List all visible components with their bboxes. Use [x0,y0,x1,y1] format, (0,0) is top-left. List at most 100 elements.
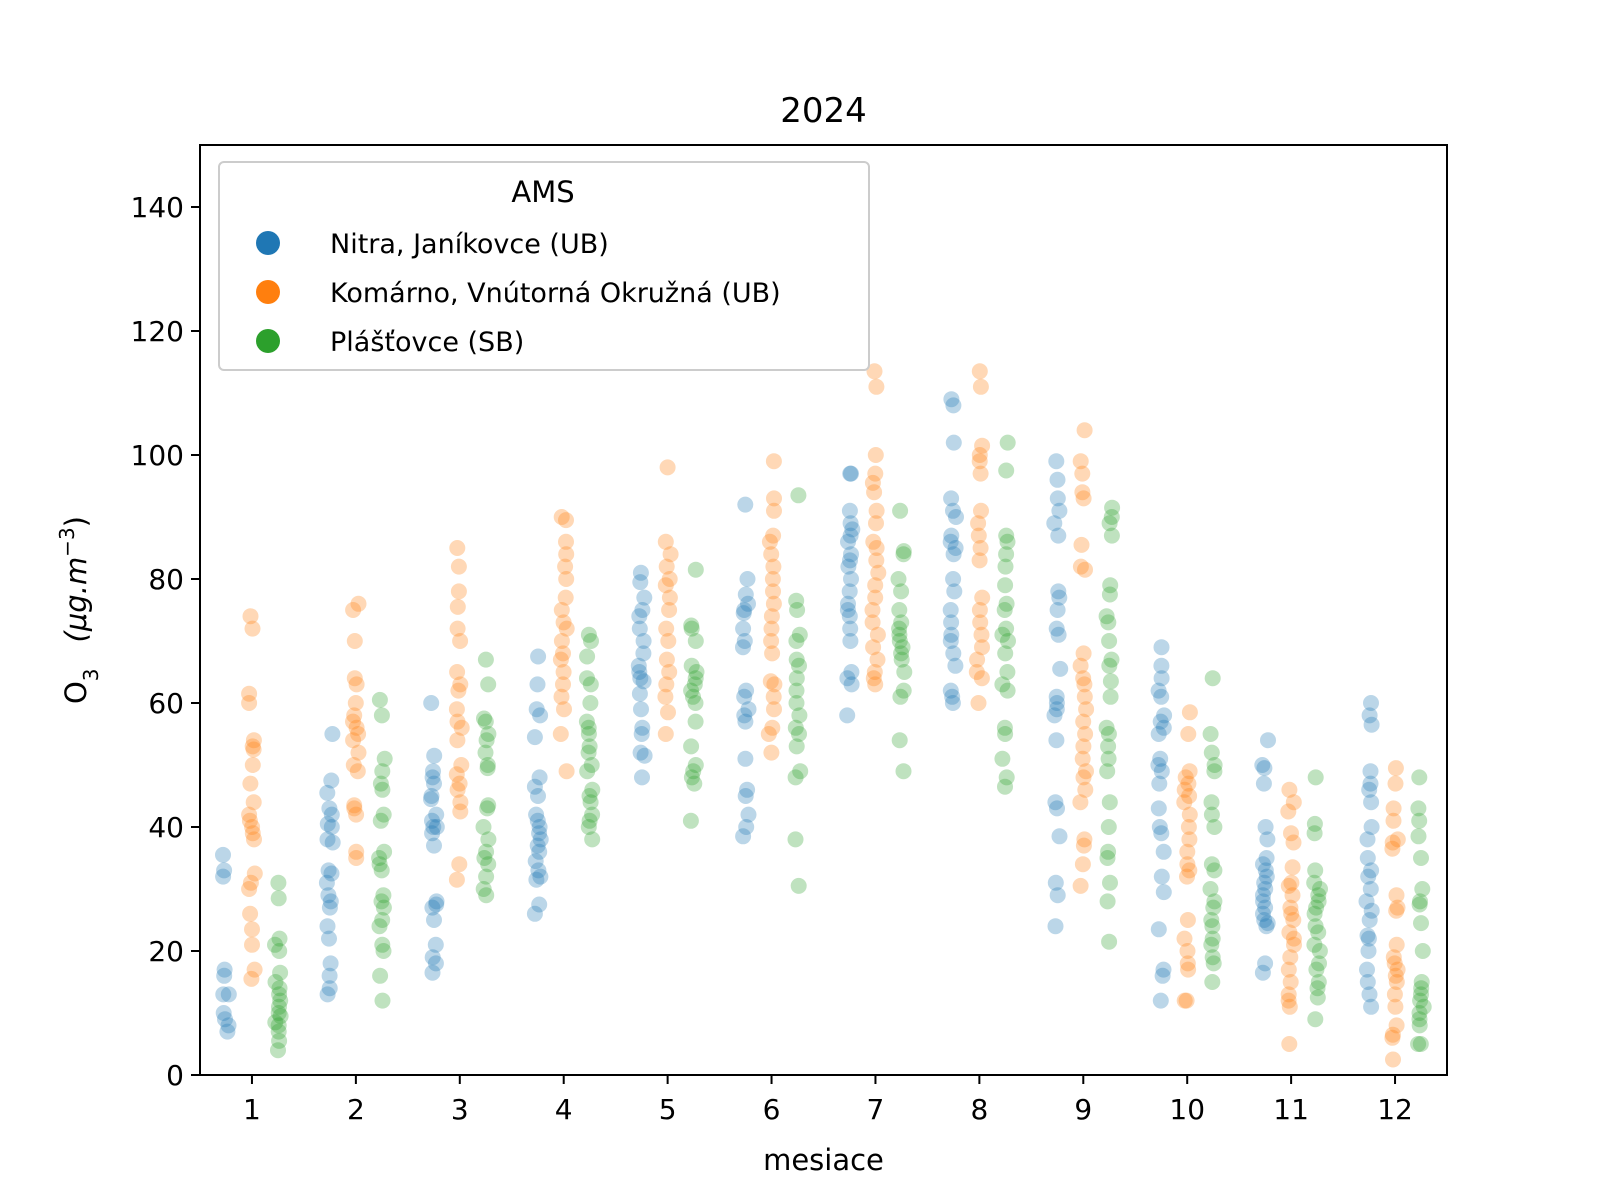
data-point [1412,992,1429,1009]
data-point [319,918,336,935]
data-point [1206,819,1223,835]
data-point [1362,881,1379,897]
data-point [687,757,704,773]
data-point [246,831,262,848]
data-point [1387,967,1404,984]
data-point [842,465,859,482]
data-point [632,574,649,591]
data-point [1410,1036,1427,1052]
data-point [1359,831,1376,848]
data-point [557,589,574,606]
data-point [737,496,754,513]
data-point [1153,825,1170,842]
data-point [531,825,548,842]
data-point [1104,499,1121,516]
data-point [763,744,780,761]
data-point [1077,726,1094,742]
data-point [788,592,805,609]
data-point [632,670,649,687]
data-point [270,874,287,891]
data-point [245,794,262,811]
data-point [788,670,805,687]
data-point [636,747,653,764]
data-point [271,998,287,1015]
data-point [1413,974,1430,990]
data-point [1361,912,1378,928]
data-point [583,633,599,649]
data-point [526,729,543,746]
data-point [1281,1036,1298,1052]
data-point [1255,856,1271,873]
data-point [324,834,341,851]
data-point [891,626,908,643]
data-point [1072,877,1089,894]
data-point [843,465,859,482]
data-point [632,564,649,581]
data-point [241,695,258,711]
data-point [1413,980,1430,997]
data-point [737,713,754,730]
data-point [765,688,782,705]
data-point [348,676,365,693]
data-point [766,676,783,693]
data-point [994,626,1011,643]
data-point [997,558,1014,575]
data-point [1254,964,1271,981]
data-point [841,502,858,519]
data-point [972,540,989,556]
data-point [348,850,365,866]
data-point [267,1014,284,1031]
data-point [764,719,781,736]
data-point [765,453,782,470]
data-point [1257,899,1274,916]
data-point [532,868,549,885]
data-point [479,760,496,777]
data-point [973,626,990,643]
y-axis-title: O3 (μg.m−3) [55,516,103,704]
data-point [1387,760,1404,777]
data-point [553,509,570,525]
data-point [318,874,335,891]
data-point [740,701,757,718]
data-point [844,521,861,538]
data-point [1280,986,1297,1003]
data-point [686,775,703,792]
data-point [842,620,859,637]
data-point [1179,943,1196,959]
data-point [893,645,910,662]
data-point [529,676,546,693]
data-point [477,744,494,761]
data-point [475,881,492,897]
data-point [216,862,233,879]
data-point [1179,843,1196,860]
data-point [241,881,258,897]
data-point [1411,812,1428,829]
data-point [1282,899,1299,916]
data-point [1099,850,1116,866]
data-point [1153,639,1170,656]
data-point [657,577,674,594]
data-point [451,775,468,792]
data-point [1411,1011,1428,1028]
data-point [1358,893,1375,910]
data-point [865,639,882,656]
data-point [895,763,912,780]
data-point [558,763,575,780]
data-point [267,974,284,990]
data-point [1310,887,1327,904]
data-point [424,949,441,966]
data-point [1050,583,1067,600]
data-point [1283,905,1300,922]
data-point [580,819,597,835]
data-point [942,533,959,550]
data-point [1100,819,1117,835]
data-point [1388,974,1405,990]
data-point [1103,651,1120,668]
data-point [1306,905,1323,922]
data-point [1075,769,1092,786]
data-point [271,980,288,997]
data-point [839,707,856,724]
data-point [1255,905,1271,922]
data-point [1285,930,1302,947]
x-tick-label: 7 [867,1093,885,1126]
